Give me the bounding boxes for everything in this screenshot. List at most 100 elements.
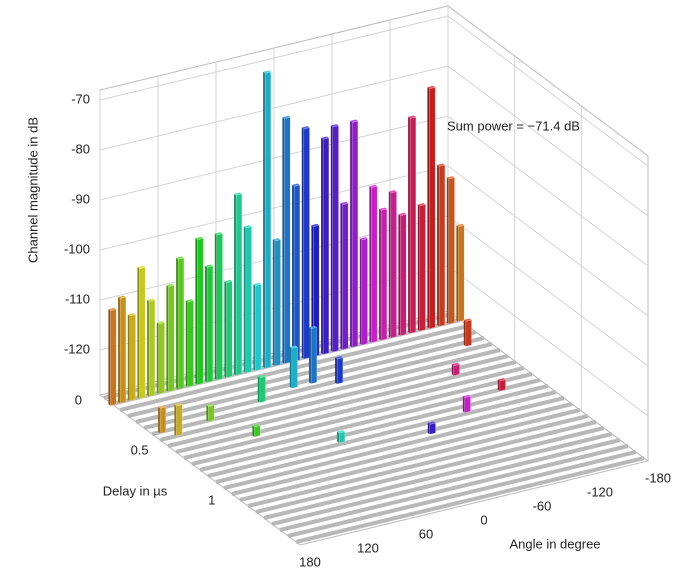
bar-top (337, 430, 345, 433)
bar-top (174, 403, 183, 406)
bar (388, 190, 397, 339)
floor-stripe (143, 342, 493, 430)
bar-front (303, 127, 310, 360)
bar-front (458, 224, 465, 323)
floor-stripe (247, 420, 597, 508)
floor-stripe (231, 408, 581, 496)
bar-side (224, 281, 227, 378)
bar-top (263, 70, 271, 74)
floor-stripe (287, 450, 637, 538)
bar-side (446, 177, 449, 324)
bar (451, 362, 460, 377)
bar-top (127, 313, 136, 316)
bar-front (429, 422, 436, 435)
bar-top (206, 403, 215, 407)
bar-top (359, 237, 368, 240)
bar-top (350, 119, 358, 123)
bar (337, 430, 346, 444)
bar-front (453, 363, 460, 377)
bar-front (429, 86, 436, 330)
bar (408, 115, 417, 334)
bar-top (301, 126, 310, 129)
floor-stripe (183, 372, 533, 460)
annotation: Sum power = −71.4 dB (447, 118, 580, 133)
bar-front (110, 308, 117, 407)
bar (147, 298, 156, 397)
bar-side (257, 376, 260, 403)
z-tick-label: -90 (71, 191, 90, 206)
bar-top (369, 184, 378, 188)
bar-front (274, 239, 281, 367)
bar-top (137, 265, 146, 269)
bar-top (292, 183, 300, 187)
bar (292, 183, 301, 362)
bar-top (451, 362, 460, 366)
bar (195, 236, 204, 386)
bar-front (197, 237, 204, 386)
bar-side (462, 396, 465, 413)
bar-side (350, 120, 353, 348)
bar-front (400, 213, 407, 337)
x-tick-label: 120 (357, 540, 379, 555)
bar-top (147, 298, 155, 302)
bar (263, 70, 272, 369)
bar (350, 119, 359, 348)
bar (309, 325, 318, 385)
bar-top (272, 238, 281, 241)
z-axis-label: Channel magnitude in dB (25, 117, 40, 263)
bar (108, 307, 117, 407)
bar-side (108, 309, 111, 406)
bar-side (206, 405, 209, 422)
bar-top (243, 225, 252, 228)
bar-top (446, 176, 455, 179)
floor-stripe (167, 360, 517, 448)
floor-stripe (127, 330, 477, 418)
floor-stripe (215, 396, 565, 484)
bar (253, 282, 262, 372)
bar-front (310, 326, 318, 385)
bar-front (159, 406, 167, 434)
bar-side (174, 404, 177, 436)
bar (206, 403, 215, 423)
bar-top (195, 236, 204, 240)
x-tick-label: -120 (587, 484, 613, 499)
y-tick-label: 1 (208, 492, 215, 507)
bar-top (214, 232, 223, 235)
bar-front (187, 300, 194, 388)
bar-side (137, 267, 140, 399)
bar-front (499, 379, 506, 392)
bar-top (437, 163, 445, 167)
bar (282, 115, 291, 365)
bar-front (322, 137, 330, 355)
bar-top (118, 295, 126, 299)
bar (185, 299, 194, 388)
bar-side (282, 117, 285, 364)
bar (289, 345, 298, 389)
bar-front (259, 375, 266, 404)
bar-top (398, 212, 407, 216)
bar-side (253, 284, 256, 371)
bar-side (243, 226, 246, 373)
bar (127, 313, 136, 402)
bar-front (226, 280, 233, 379)
bar-front (216, 233, 223, 381)
bar-side (292, 184, 295, 362)
bar-top (427, 85, 436, 89)
bar-top (311, 223, 320, 227)
bar-top (335, 356, 343, 359)
floor-stripe (295, 456, 645, 544)
bar (118, 295, 127, 404)
bar (176, 256, 185, 390)
bar-top (408, 115, 416, 119)
floor-stripe (191, 378, 541, 466)
bar-side (158, 406, 161, 434)
bar-side (427, 87, 430, 329)
bar-side (463, 319, 466, 347)
bar-top (456, 223, 465, 227)
bar-front (465, 319, 472, 347)
bar (257, 374, 266, 404)
bar-side (309, 327, 312, 384)
floor-stripe (223, 402, 573, 490)
z-tick-label: -120 (64, 341, 90, 356)
bar-front (119, 296, 127, 404)
